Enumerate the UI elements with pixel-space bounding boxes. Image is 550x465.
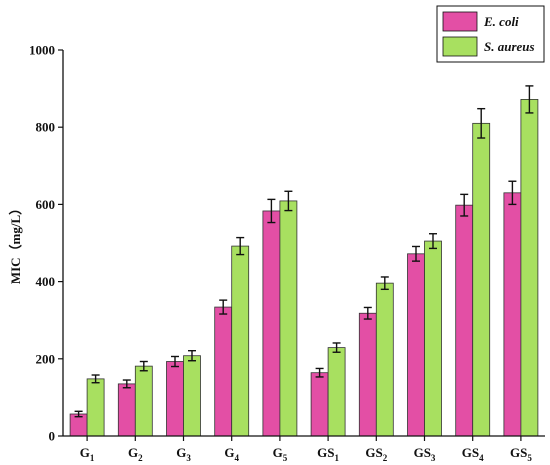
bar-ecoli xyxy=(407,253,425,437)
bar-ecoli xyxy=(166,361,184,437)
y-tick-label: 400 xyxy=(36,274,56,289)
bar-ecoli xyxy=(455,204,474,437)
legend-swatch-ecoli xyxy=(442,11,478,32)
bar-ecoli xyxy=(358,312,377,437)
y-axis-title: MIC（mg/L） xyxy=(8,202,23,284)
x-tick-label: GS3 xyxy=(414,445,436,463)
x-tick-label: G3 xyxy=(176,445,191,463)
x-tick-label: GS2 xyxy=(365,445,387,463)
bar-saureus xyxy=(231,245,250,437)
bar-saureus xyxy=(183,355,201,437)
y-tick-label: 0 xyxy=(49,429,56,444)
x-tick-label: GS4 xyxy=(462,445,484,463)
x-tick-label: G2 xyxy=(128,445,143,463)
bar-ecoli xyxy=(310,372,329,437)
legend-label-ecoli: E. coli xyxy=(483,14,519,29)
y-tick-label: 1000 xyxy=(29,43,55,58)
bar-ecoli xyxy=(214,306,233,437)
y-tick-label: 600 xyxy=(36,197,56,212)
bar-saureus xyxy=(520,99,539,437)
legend: E. coli S. aureus xyxy=(436,5,545,63)
bar-saureus xyxy=(424,240,442,437)
bar-saureus xyxy=(134,365,153,437)
x-tick-label: GS1 xyxy=(317,445,339,463)
x-tick-label: G5 xyxy=(273,445,288,463)
bar-ecoli xyxy=(117,383,136,437)
bar-saureus xyxy=(86,378,105,437)
legend-label-saureus: S. aureus xyxy=(484,39,535,54)
bar-ecoli xyxy=(262,210,281,437)
y-tick-label: 200 xyxy=(36,351,56,366)
legend-swatch-saureus xyxy=(442,36,478,57)
bar-saureus xyxy=(472,122,491,437)
plot-area xyxy=(69,85,539,437)
x-tick-label: G1 xyxy=(80,445,95,463)
y-tick-label: 800 xyxy=(36,120,56,135)
axes: 0 200 400 600 800 1000 G1 G2 G3 G4 G5 GS1 GS2 GS3 GS4 G… xyxy=(29,43,545,463)
bar-ecoli xyxy=(503,192,522,437)
bar-saureus xyxy=(327,347,346,437)
x-tick-label: G4 xyxy=(224,445,239,463)
bar-saureus xyxy=(279,200,298,437)
bar-saureus xyxy=(375,282,394,437)
x-tick-label: GS5 xyxy=(510,445,532,463)
